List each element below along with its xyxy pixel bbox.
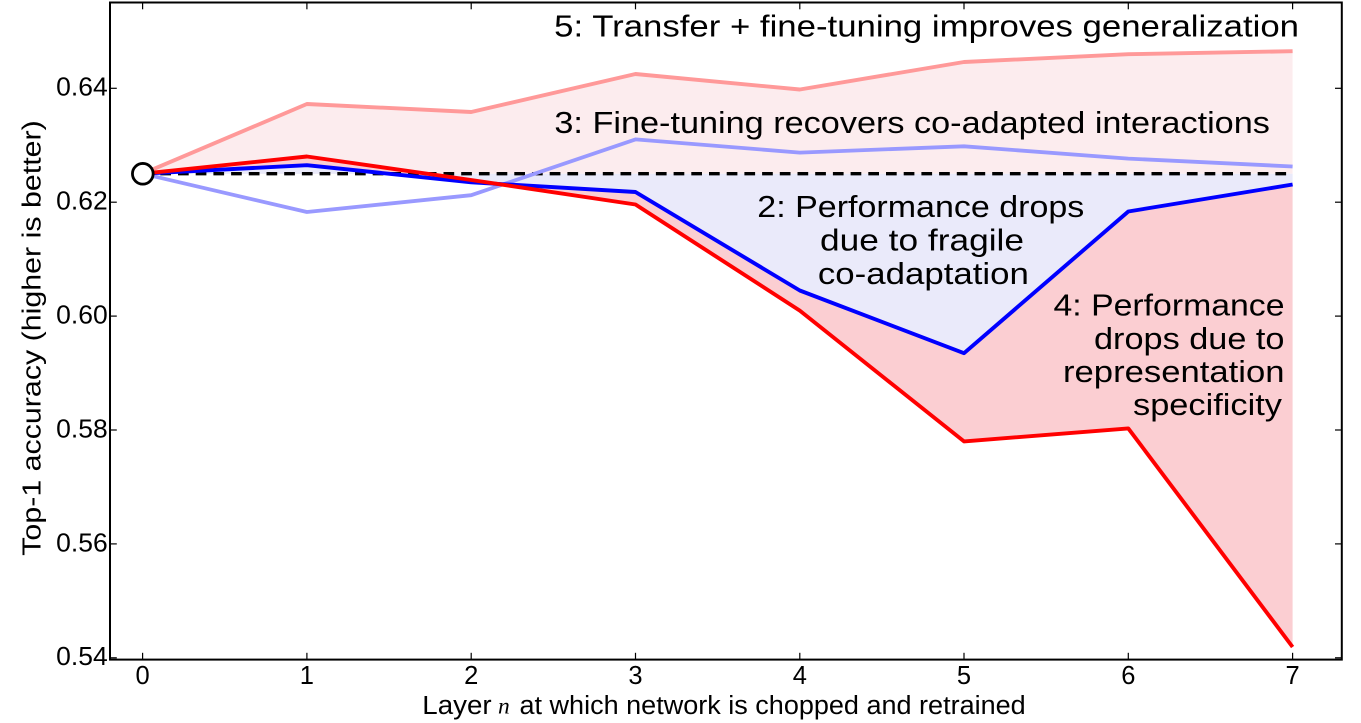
svg-text:n: n [498, 694, 510, 720]
svg-text:drops due to: drops due to [1094, 322, 1285, 356]
svg-text:1: 1 [300, 662, 314, 690]
svg-text:0.56: 0.56 [56, 529, 108, 557]
svg-text:0: 0 [136, 662, 150, 690]
svg-text:3: 3 [628, 662, 642, 690]
svg-text:4: 4 [793, 662, 807, 690]
svg-text:6: 6 [1121, 662, 1135, 690]
svg-text:0.64: 0.64 [56, 74, 108, 102]
svg-text:Layer: Layer [422, 692, 492, 720]
svg-text:2: Performance drops: 2: Performance drops [757, 190, 1084, 224]
svg-text:2: 2 [464, 662, 478, 690]
svg-text:0.54: 0.54 [56, 643, 108, 671]
svg-text:4: Performance: 4: Performance [1054, 289, 1285, 323]
svg-text:co-adaptation: co-adaptation [818, 257, 1029, 291]
svg-text:at which network is chopped an: at which network is chopped and retraine… [520, 692, 1026, 720]
svg-text:5: 5 [957, 662, 971, 690]
svg-text:specificity: specificity [1133, 388, 1283, 422]
svg-text:0.60: 0.60 [56, 302, 108, 330]
svg-text:due to fragile: due to fragile [820, 223, 1024, 257]
svg-text:Top-1 accuracy (higher is bett: Top-1 accuracy (higher is better) [18, 120, 46, 556]
svg-text:7: 7 [1286, 662, 1300, 690]
svg-text:3: Fine-tuning recovers co-ada: 3: Fine-tuning recovers co-adapted inter… [554, 106, 1269, 140]
svg-text:5: Transfer + fine-tuning impr: 5: Transfer + fine-tuning improves gener… [554, 10, 1299, 44]
svg-text:representation: representation [1063, 355, 1285, 389]
svg-text:0.58: 0.58 [56, 415, 108, 443]
svg-text:0.62: 0.62 [56, 188, 108, 216]
